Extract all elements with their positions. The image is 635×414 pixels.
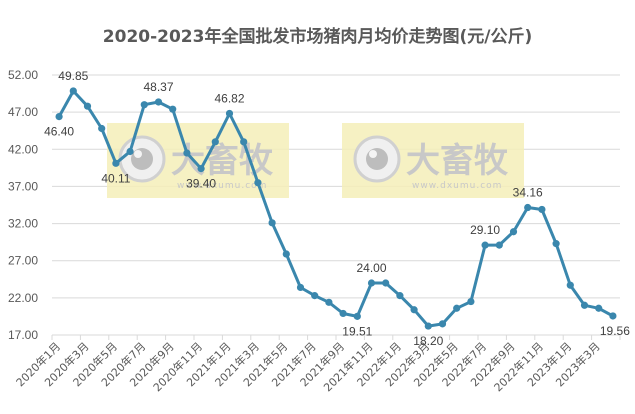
data-label: 19.56: [600, 324, 630, 338]
data-label: 49.85: [58, 69, 88, 83]
data-point: [169, 105, 177, 113]
data-point: [438, 320, 447, 328]
data-point: [339, 309, 347, 318]
data-point: [609, 312, 617, 320]
watermark-url: www.dxumu.com: [177, 181, 267, 191]
data-point: [154, 98, 163, 106]
data-point: [112, 159, 120, 167]
data-label: 34.16: [513, 186, 543, 200]
data-point: [382, 279, 390, 287]
data-point: [225, 109, 234, 118]
series-line: [57, 89, 614, 328]
y-tick-label: 32.00: [8, 217, 38, 231]
data-point: [552, 240, 560, 248]
data-labels: 46.40 49.85 40.11 48.37 39.40 46.82 19.51 24.00…: [44, 69, 630, 348]
data-label: 29.10: [470, 223, 500, 237]
y-tick-label: 42.00: [8, 142, 38, 156]
data-point: [467, 297, 475, 306]
data-label: 18.20: [413, 334, 443, 348]
gridlines: [52, 74, 620, 336]
data-point: [509, 228, 518, 236]
data-point: [353, 312, 361, 320]
y-tick-label: 47.00: [8, 105, 38, 119]
data-point: [396, 292, 404, 300]
data-label: 46.82: [214, 91, 244, 105]
data-point: [538, 205, 546, 214]
data-point: [580, 301, 589, 309]
y-tick-label: 37.00: [8, 179, 38, 193]
data-point: [183, 149, 191, 157]
data-point: [311, 292, 319, 300]
watermark-brand: 大畜牧: [171, 141, 274, 181]
y-axis: 52.00 47.00 42.00 37.00 32.00 27.00 22.00 17.00: [8, 68, 38, 342]
data-label: 46.40: [44, 125, 74, 139]
data-point: [211, 138, 219, 146]
data-point: [268, 219, 276, 227]
data-point: [453, 304, 461, 312]
data-point: [98, 124, 106, 133]
data-point: [240, 138, 248, 146]
y-tick-label: 27.00: [8, 254, 38, 268]
data-label: 24.00: [356, 261, 386, 275]
data-point: [282, 250, 290, 258]
data-point: [367, 279, 376, 287]
data-point: [296, 283, 305, 292]
data-point: [55, 113, 63, 121]
data-point: [524, 203, 532, 212]
data-point: [595, 304, 603, 312]
data-point: [69, 87, 77, 95]
data-point: [495, 241, 503, 249]
data-point: [126, 147, 134, 156]
data-point: [410, 306, 418, 314]
y-tick-label: 52.00: [8, 68, 38, 82]
data-point: [197, 165, 205, 173]
x-axis: 2020年1月2020年3月2020年5月2020年7月2020年9月2020年…: [13, 335, 621, 394]
price-series: [55, 87, 617, 330]
data-label: 39.40: [186, 177, 216, 191]
chart-title: 2020-2023年全国批发市场猪肉月均价走势图(元/公斤): [102, 27, 533, 47]
data-point: [325, 298, 333, 306]
data-label: 40.11: [101, 171, 130, 185]
y-tick-label: 17.00: [8, 328, 38, 342]
watermark-brand: 大畜牧: [406, 141, 509, 181]
data-point: [481, 241, 489, 249]
data-label: 48.37: [143, 80, 173, 94]
y-tick-label: 22.00: [8, 291, 38, 305]
data-point: [83, 102, 92, 110]
watermark-url: www.dxumu.com: [412, 181, 502, 191]
data-point: [254, 179, 262, 187]
data-label: 19.51: [342, 324, 372, 338]
data-point: [424, 322, 432, 330]
data-point: [566, 281, 574, 289]
data-point: [140, 101, 148, 109]
